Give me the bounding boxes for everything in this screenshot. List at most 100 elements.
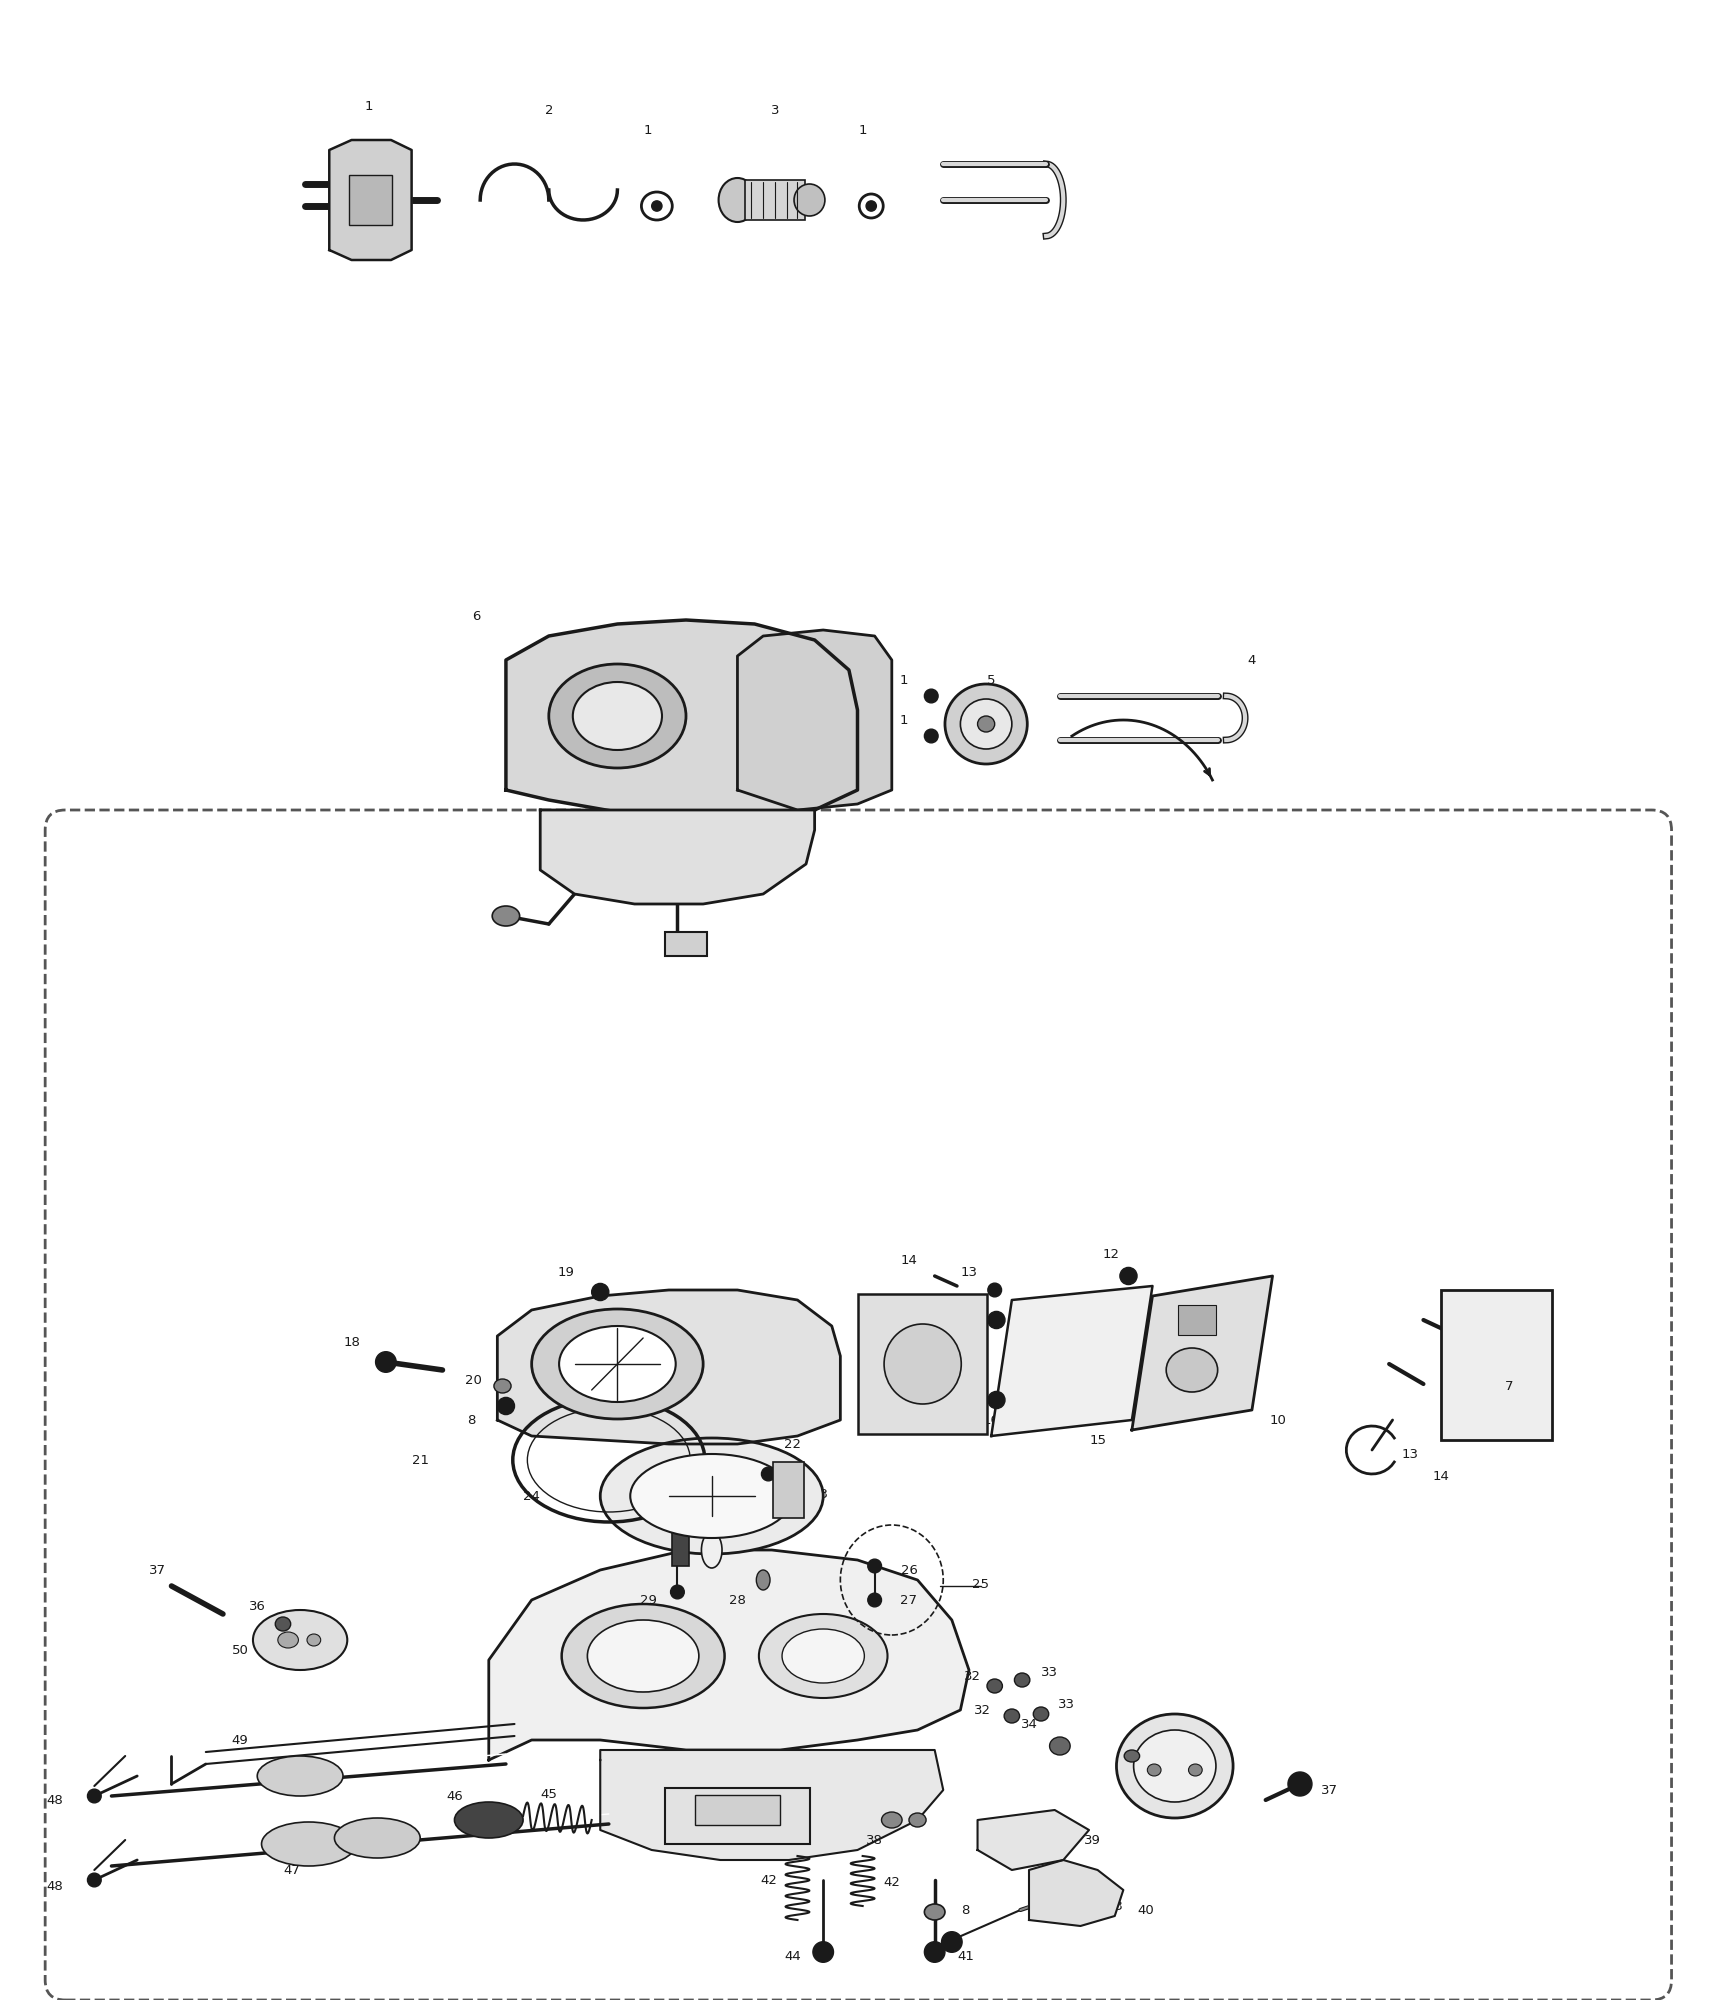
Text: 10: 10 [1268,1414,1286,1426]
Ellipse shape [334,1818,420,1858]
Bar [665,1788,809,1844]
Circle shape [670,1586,684,1598]
Text: 26: 26 [900,1564,917,1576]
Text: 28: 28 [728,1594,746,1606]
Text: 22: 22 [783,1438,800,1450]
Bar [672,1522,689,1566]
Text: 8: 8 [468,1414,475,1426]
Circle shape [375,1352,396,1372]
Circle shape [812,1942,833,1962]
Ellipse shape [908,1814,926,1828]
Polygon shape [497,1290,840,1444]
Text: 6: 6 [473,610,480,622]
Ellipse shape [600,1438,823,1554]
Text: 3: 3 [771,104,778,116]
Ellipse shape [884,1324,962,1404]
Ellipse shape [782,1628,864,1682]
Text: 46: 46 [446,1790,463,1802]
Circle shape [941,1932,962,1952]
Text: 36: 36 [1145,1744,1162,1756]
Circle shape [924,730,938,742]
Circle shape [867,1560,881,1572]
Ellipse shape [572,682,662,750]
Text: 19: 19 [557,1266,574,1278]
Ellipse shape [257,1756,343,1796]
Bar [859,1294,987,1434]
Circle shape [497,1398,514,1414]
Ellipse shape [254,1610,346,1670]
Circle shape [987,1392,1004,1408]
Ellipse shape [261,1822,357,1866]
Polygon shape [506,620,857,816]
Text: 35: 35 [1140,1734,1157,1746]
Text: 14: 14 [900,1254,917,1266]
Bar [1178,1304,1215,1336]
Circle shape [987,1312,1004,1328]
Text: 31: 31 [728,1524,746,1536]
Text: 37: 37 [149,1564,166,1576]
Circle shape [761,1468,775,1480]
Text: 2: 2 [545,104,552,116]
Text: 21: 21 [411,1454,428,1466]
Text: 24: 24 [523,1490,540,1502]
Text: 1: 1 [859,124,866,136]
Ellipse shape [1188,1764,1202,1776]
Text: 13: 13 [960,1266,977,1278]
Text: 20: 20 [464,1374,482,1386]
Polygon shape [1131,1276,1272,1430]
Circle shape [651,200,662,212]
Ellipse shape [586,1620,699,1692]
Text: 1: 1 [900,674,907,686]
Ellipse shape [944,684,1027,764]
Text: 47: 47 [283,1864,300,1876]
Ellipse shape [454,1802,523,1838]
Ellipse shape [307,1634,321,1646]
Text: 30: 30 [648,1518,665,1530]
Polygon shape [977,1810,1088,1870]
Polygon shape [737,630,891,810]
Text: 1: 1 [365,100,372,112]
Text: 25: 25 [972,1578,989,1590]
Text: 16: 16 [982,1414,999,1426]
Circle shape [87,1874,101,1886]
Ellipse shape [701,1532,722,1568]
Ellipse shape [718,178,756,222]
Circle shape [1287,1772,1311,1796]
Text: 12: 12 [1102,1248,1119,1260]
Text: 9: 9 [1445,1374,1452,1386]
Bar [744,180,806,220]
Text: 48: 48 [46,1794,63,1806]
Ellipse shape [531,1308,703,1420]
Text: 17: 17 [608,1314,626,1326]
Ellipse shape [756,1570,770,1590]
Bar [350,176,391,224]
Text: 5: 5 [987,674,994,686]
Text: 34: 34 [1020,1718,1037,1730]
Circle shape [924,690,938,702]
Text: 45: 45 [540,1788,557,1800]
Text: 41: 41 [956,1950,974,1962]
Text: 8: 8 [1488,1330,1495,1342]
Text: 32: 32 [974,1704,991,1716]
Ellipse shape [960,700,1011,748]
Polygon shape [1028,1860,1123,1926]
Ellipse shape [987,1678,1001,1692]
Text: 11: 11 [968,1294,986,1306]
Text: 42: 42 [759,1874,776,1886]
Circle shape [987,1284,1001,1296]
Text: 15: 15 [1088,1434,1106,1446]
Ellipse shape [494,1380,511,1392]
Text: 4: 4 [1248,654,1255,666]
Text: 1: 1 [900,714,907,726]
Text: 11: 11 [965,1408,982,1420]
Ellipse shape [1032,1706,1047,1720]
Polygon shape [540,810,814,904]
Text: 18: 18 [343,1336,360,1348]
Ellipse shape [794,184,824,216]
Text: 33: 33 [1040,1666,1058,1678]
Ellipse shape [758,1614,888,1698]
Text: 43: 43 [1106,1900,1123,1912]
Ellipse shape [1116,1714,1232,1818]
Text: 1: 1 [644,124,651,136]
Ellipse shape [278,1632,298,1648]
